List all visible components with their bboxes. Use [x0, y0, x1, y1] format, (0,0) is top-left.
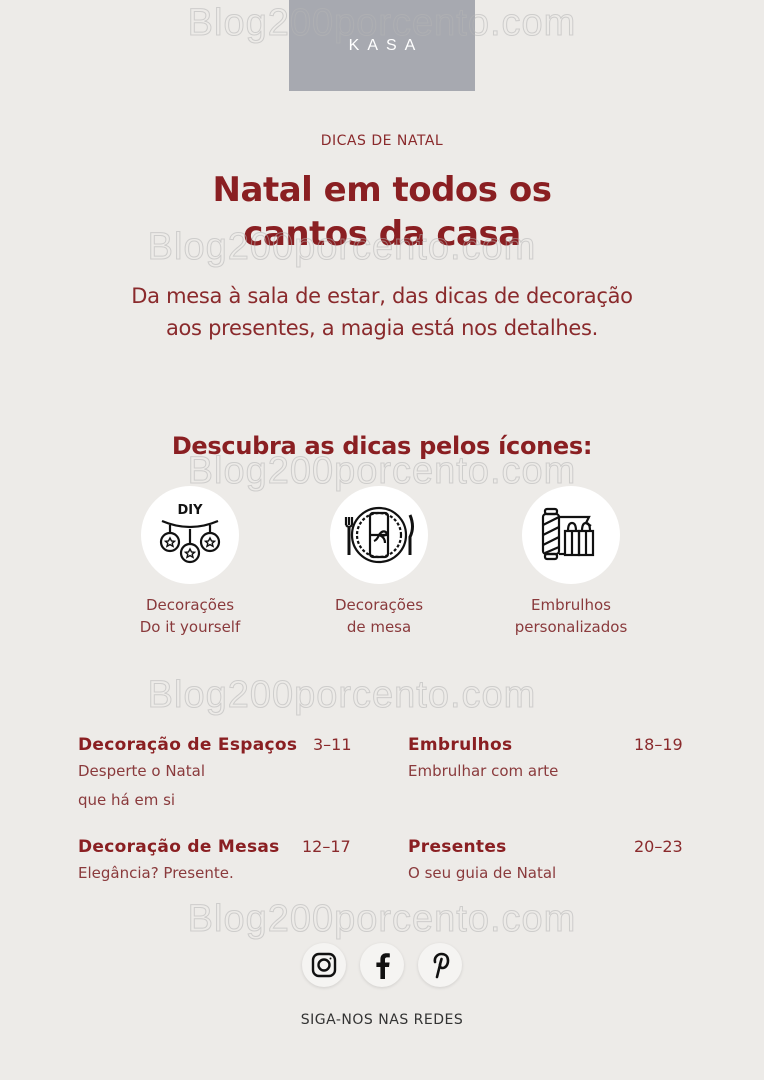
table-setting-icon — [330, 486, 428, 584]
toc-desc: O seu guia de Natal — [408, 864, 557, 882]
toc-item-embrulhos[interactable]: Embrulhos 18–19 Embrulhar com arte — [408, 735, 688, 786]
icon-label: Decorações de mesa — [334, 596, 424, 636]
icon-legend-diy: DIY Decorações Do it yourself — [105, 486, 275, 638]
toc-title: Embrulhos — [408, 735, 513, 755]
page-subtitle: Da mesa à sala de estar, das dicas de de… — [0, 280, 764, 344]
toc-item-presentes[interactable]: Presentes 20–23 O seu guia de Natal — [408, 837, 688, 888]
social-links — [0, 943, 764, 987]
toc-item-decoracao-espacos[interactable]: Decoração de Espaços 3–11 Desperte o Nat… — [78, 735, 358, 815]
gift-wrap-icon — [522, 486, 620, 584]
pinterest-icon — [433, 952, 450, 979]
icon-label: Embrulhos personalizados — [514, 596, 628, 636]
title-line-2: cantos da casa — [243, 214, 521, 254]
instagram-icon — [311, 952, 337, 978]
diy-ornaments-icon: DIY — [141, 486, 239, 584]
toc-pages: 3–11 — [313, 735, 352, 754]
toc-pages: 12–17 — [302, 837, 351, 856]
icon-legend-gift-wrap: Embrulhos personalizados — [486, 486, 656, 638]
watermark: Blog200porcento.com — [187, 898, 577, 941]
title-line-1: Natal em todos os — [212, 170, 552, 210]
toc-pages: 20–23 — [634, 837, 683, 856]
icons-heading: Descubra as dicas pelos ícones: — [171, 432, 593, 460]
icon-legend-table: Decorações de mesa — [294, 486, 464, 638]
toc-pages: 18–19 — [634, 735, 683, 754]
facebook-button[interactable] — [360, 943, 404, 987]
facebook-icon — [376, 953, 390, 979]
brand-logo-box: KASA — [289, 0, 475, 91]
section-eyebrow: DICAS DE NATAL — [320, 133, 444, 149]
toc-title: Decoração de Espaços — [78, 735, 298, 755]
toc-desc: Elegância? Presente. — [78, 864, 234, 882]
page-title: Natal em todos os cantos da casa — [0, 168, 764, 256]
toc-title: Presentes — [408, 837, 507, 857]
toc-desc: Embrulhar com arte — [408, 762, 559, 780]
svg-text:DIY: DIY — [177, 503, 203, 518]
toc-desc: Desperte o Natal que há em si — [78, 762, 205, 809]
instagram-button[interactable] — [302, 943, 346, 987]
follow-us-label: SIGA-NOS NAS REDES — [300, 1012, 464, 1028]
toc-title: Decoração de Mesas — [78, 837, 280, 857]
toc-item-decoracao-mesas[interactable]: Decoração de Mesas 12–17 Elegância? Pres… — [78, 837, 358, 888]
pinterest-button[interactable] — [418, 943, 462, 987]
brand-logo: KASA — [348, 37, 424, 54]
icon-label: Decorações Do it yourself — [139, 596, 241, 636]
subtitle-line-2: aos presentes, a magia está nos detalhes… — [165, 316, 599, 340]
watermark: Blog200porcento.com — [147, 674, 537, 717]
subtitle-line-1: Da mesa à sala de estar, das dicas de de… — [131, 284, 633, 308]
